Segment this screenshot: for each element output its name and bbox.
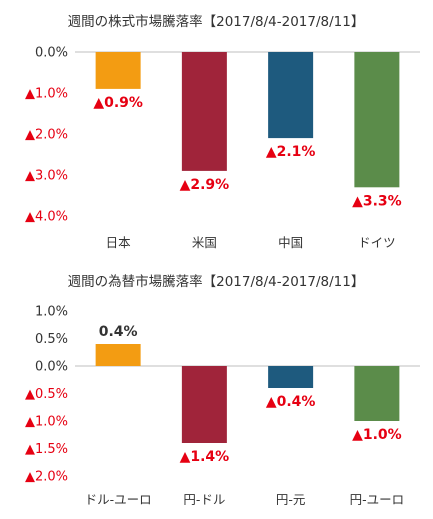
- fx-ytick-label: ▲1.5%: [25, 442, 68, 457]
- stock-ytick-label: ▲2.0%: [25, 128, 68, 143]
- fx-ytick-label: 0.0%: [35, 360, 68, 375]
- stock-category-label: ドイツ: [358, 235, 396, 250]
- fx-category-label: 円-ユーロ: [350, 492, 405, 507]
- stock-category-label: 中国: [278, 235, 303, 250]
- fx-data-label: ▲0.4%: [266, 394, 316, 410]
- fx-chart-title: 週間の為替市場騰落率【2017/8/4-2017/8/11】: [68, 273, 365, 290]
- fx-bar: [95, 344, 141, 366]
- stock-ytick-label: 0.0%: [35, 46, 68, 61]
- fx-market-chart: 週間の為替市場騰落率【2017/8/4-2017/8/11】 1.0% 0.5% 0…: [25, 273, 420, 507]
- stock-bar: [268, 52, 314, 139]
- fx-bar: [268, 366, 314, 388]
- fx-ytick-label: ▲2.0%: [25, 470, 68, 485]
- fx-data-label: ▲1.0%: [352, 427, 402, 443]
- fx-category-label: 円-ドル: [183, 492, 225, 507]
- stock-bar: [181, 52, 227, 171]
- fx-category-label: ドル-ユーロ: [85, 492, 152, 507]
- stock-ytick-label: ▲3.0%: [25, 169, 68, 184]
- fx-ytick-label: 0.5%: [35, 332, 68, 347]
- stock-data-label: ▲3.3%: [352, 193, 402, 209]
- stock-bar: [95, 52, 141, 89]
- stock-category-label: 日本: [106, 235, 132, 250]
- fx-ytick-label: ▲0.5%: [25, 387, 68, 402]
- fx-category-label: 円-元: [276, 492, 306, 507]
- fx-ytick-label: ▲1.0%: [25, 415, 68, 430]
- stock-category-label: 米国: [192, 235, 217, 250]
- fx-bar: [354, 366, 400, 421]
- stock-data-label: ▲0.9%: [93, 95, 143, 111]
- fx-bar: [181, 366, 227, 443]
- fx-data-label: ▲1.4%: [180, 449, 230, 465]
- stock-market-chart: 週間の株式市場騰落率【2017/8/4-2017/8/11】 0.0% ▲1.0%…: [25, 13, 420, 250]
- fx-ytick-label: 1.0%: [35, 305, 68, 320]
- fx-data-label: 0.4%: [99, 324, 138, 340]
- stock-bar: [354, 52, 400, 188]
- stock-data-label: ▲2.1%: [266, 144, 316, 160]
- stock-ytick-label: ▲4.0%: [25, 210, 68, 225]
- stock-data-label: ▲2.9%: [180, 177, 230, 193]
- stock-ytick-label: ▲1.0%: [25, 87, 68, 102]
- stock-chart-title: 週間の株式市場騰落率【2017/8/4-2017/8/11】: [68, 13, 365, 30]
